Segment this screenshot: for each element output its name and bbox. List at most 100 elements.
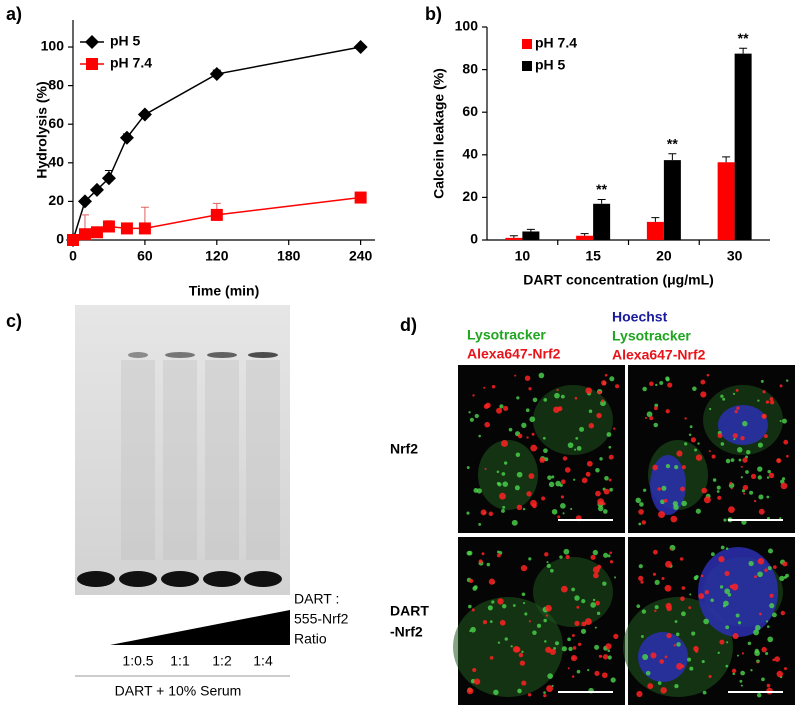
- puncta: [731, 668, 737, 674]
- puncta: [680, 486, 685, 492]
- puncta: [601, 380, 607, 386]
- puncta: [543, 448, 548, 454]
- puncta: [581, 599, 586, 604]
- puncta: [758, 508, 765, 515]
- puncta: [781, 477, 786, 481]
- puncta: [757, 558, 765, 565]
- puncta: [576, 446, 582, 451]
- puncta: [661, 577, 665, 581]
- puncta: [755, 624, 761, 631]
- marker: [137, 107, 152, 122]
- puncta: [594, 670, 600, 676]
- puncta: [574, 448, 577, 451]
- puncta: [545, 604, 552, 612]
- puncta: [564, 467, 571, 473]
- puncta: [548, 481, 555, 488]
- marker: [120, 222, 133, 235]
- puncta: [532, 503, 537, 509]
- puncta: [779, 517, 782, 520]
- puncta: [665, 376, 670, 381]
- puncta: [595, 468, 600, 473]
- bar: [593, 203, 611, 240]
- puncta: [521, 422, 527, 428]
- puncta: [585, 387, 592, 394]
- puncta: [608, 478, 612, 482]
- panel-label: c): [6, 311, 22, 331]
- puncta: [508, 427, 513, 432]
- x-axis-title: DART concentration (μg/mL): [523, 272, 714, 288]
- puncta: [760, 379, 764, 383]
- puncta: [786, 454, 789, 458]
- puncta: [546, 685, 554, 692]
- puncta: [695, 454, 703, 461]
- puncta: [526, 436, 529, 439]
- puncta: [515, 452, 521, 457]
- puncta: [523, 602, 526, 605]
- gel-band: [161, 571, 199, 587]
- x-tick-label: 0: [69, 248, 77, 264]
- puncta: [673, 644, 677, 647]
- puncta: [468, 604, 472, 609]
- puncta: [501, 439, 508, 447]
- marker: [354, 191, 367, 204]
- puncta: [580, 628, 587, 634]
- puncta: [650, 652, 657, 659]
- puncta: [545, 614, 549, 617]
- puncta: [635, 497, 641, 504]
- puncta: [501, 472, 506, 476]
- gel-band: [244, 571, 282, 587]
- puncta: [602, 509, 608, 514]
- puncta: [486, 562, 491, 567]
- puncta: [737, 621, 742, 625]
- puncta: [732, 433, 738, 439]
- gel-smear: [205, 360, 239, 560]
- puncta: [740, 684, 743, 687]
- puncta: [756, 693, 762, 698]
- puncta: [718, 556, 725, 563]
- puncta: [750, 473, 757, 479]
- row-label: Nrf2: [390, 441, 418, 457]
- puncta: [674, 620, 678, 623]
- puncta: [727, 592, 732, 597]
- puncta: [759, 612, 762, 616]
- gel-band: [119, 571, 157, 587]
- puncta: [674, 464, 679, 470]
- error-bar: [580, 233, 589, 236]
- puncta: [765, 620, 769, 623]
- puncta: [689, 593, 692, 596]
- puncta: [571, 634, 575, 637]
- puncta: [761, 646, 767, 653]
- puncta: [600, 655, 603, 658]
- bar: [522, 231, 540, 240]
- puncta: [588, 422, 595, 429]
- error-bar: [597, 199, 606, 204]
- puncta: [488, 578, 495, 585]
- y-tick-label: 20: [462, 188, 478, 204]
- puncta: [753, 629, 760, 636]
- puncta: [532, 630, 537, 636]
- puncta: [684, 442, 688, 446]
- puncta: [691, 631, 696, 636]
- puncta: [652, 572, 657, 576]
- puncta: [641, 609, 647, 614]
- puncta: [530, 444, 538, 452]
- microscopy-panel: d) Lysotracker Alexa647-Nrf2 Hoechst Lys…: [390, 309, 795, 705]
- puncta: [567, 442, 574, 449]
- y-tick-label: 100: [455, 18, 479, 34]
- puncta: [528, 473, 535, 479]
- error-bar: [668, 153, 677, 161]
- puncta: [666, 605, 672, 612]
- puncta: [693, 645, 699, 652]
- puncta: [567, 667, 570, 670]
- y-tick-label: 100: [41, 38, 65, 54]
- puncta: [638, 575, 644, 581]
- puncta: [643, 488, 647, 492]
- puncta: [742, 484, 749, 491]
- puncta: [489, 656, 494, 660]
- puncta: [502, 505, 506, 509]
- puncta: [665, 560, 672, 568]
- puncta: [556, 388, 559, 392]
- puncta: [676, 642, 681, 647]
- puncta: [779, 575, 785, 582]
